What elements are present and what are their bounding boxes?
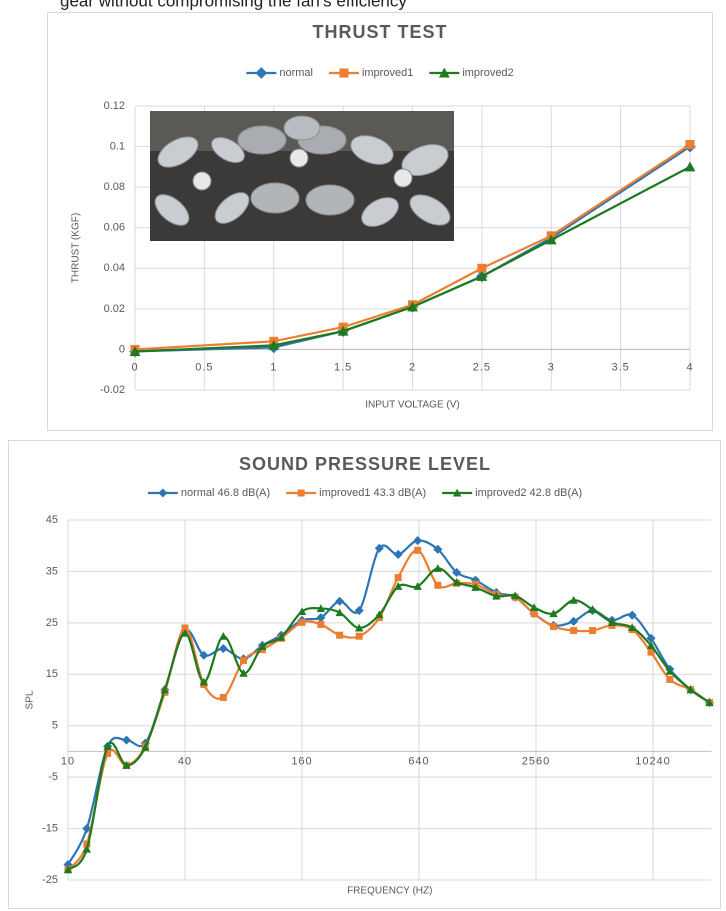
- marker: [220, 694, 227, 701]
- legend-marker: [298, 490, 305, 497]
- x-tick-label: 0.5: [195, 361, 213, 373]
- x-tick-label: 3.5: [611, 361, 629, 373]
- marker: [686, 140, 695, 149]
- marker: [395, 574, 402, 581]
- y-tick-label: -15: [42, 822, 58, 834]
- y-tick-label: 0.1: [110, 140, 125, 152]
- legend-label: improved2: [462, 67, 513, 79]
- marker: [336, 632, 343, 639]
- x-tick-label: 160: [291, 755, 312, 767]
- marker: [570, 627, 577, 634]
- x-tick-label: 3: [548, 361, 555, 373]
- y-tick-label: 5: [52, 720, 58, 732]
- marker: [666, 676, 673, 683]
- chart-title: THRUST TEST: [313, 22, 448, 42]
- legend-item: improved1: [329, 67, 413, 79]
- y-tick-label: 0.08: [104, 181, 125, 193]
- photo: [150, 111, 455, 241]
- legend-label: improved1: [362, 67, 413, 79]
- x-tick-label: 1: [270, 361, 277, 373]
- marker: [299, 619, 306, 626]
- caption: gear without compromising the fan's effi…: [60, 0, 407, 10]
- legend: normal improved1 improved2: [246, 67, 513, 79]
- legend: normal 46.8 dB(A) improved1 43.3 dB(A) imp…: [148, 487, 582, 499]
- y-tick-label: 0: [119, 343, 125, 355]
- marker: [434, 582, 441, 589]
- fan-hub: [394, 169, 412, 187]
- marker: [356, 633, 363, 640]
- x-tick-label: 640: [408, 755, 429, 767]
- fan-hub: [290, 149, 308, 167]
- y-tick-label: -5: [48, 771, 58, 783]
- page: {"caption": "gear without compromising t…: [0, 0, 726, 911]
- screenshot: gear without compromising the fan's effi…: [0, 0, 726, 911]
- x-tick-label: 2: [409, 361, 416, 373]
- marker: [414, 547, 421, 554]
- y-tick-label: 45: [46, 514, 58, 526]
- x-axis-title: INPUT VOLTAGE (V): [365, 400, 459, 411]
- y-tick-label: 15: [46, 668, 58, 680]
- legend-marker: [339, 69, 348, 78]
- y-tick-label: -0.02: [100, 384, 125, 396]
- marker: [589, 627, 596, 634]
- x-tick-label: 0: [131, 361, 138, 373]
- y-axis-title: THRUST (KGF): [71, 213, 82, 283]
- x-axis-title: FREQUENCY (HZ): [347, 886, 432, 897]
- y-tick-label: 0.04: [104, 262, 125, 274]
- marker: [530, 610, 537, 617]
- legend-label: normal: [279, 67, 313, 79]
- chart-title: SOUND PRESSURE LEVEL: [239, 454, 491, 474]
- y-tick-label: 0.06: [104, 222, 125, 234]
- y-tick-label: -25: [42, 874, 58, 886]
- fan-hub: [193, 172, 211, 190]
- y-tick-label: 0.12: [104, 100, 125, 112]
- marker: [550, 623, 557, 630]
- y-tick-label: 25: [46, 617, 58, 629]
- marker: [317, 621, 324, 628]
- x-tick-label: 10: [61, 755, 75, 767]
- x-tick-label: 1.5: [334, 361, 352, 373]
- legend-label: improved1 43.3 dB(A): [319, 487, 426, 499]
- marker: [240, 657, 247, 664]
- y-tick-label: 0.02: [104, 303, 125, 315]
- x-tick-label: 4: [686, 361, 693, 373]
- x-tick-label: 2560: [522, 755, 550, 767]
- y-axis-title: SPL: [25, 690, 36, 709]
- x-tick-label: 10240: [635, 755, 671, 767]
- y-tick-label: 35: [46, 565, 58, 577]
- x-tick-label: 2.5: [473, 361, 491, 373]
- legend-label: improved2 42.8 dB(A): [475, 487, 582, 499]
- legend-label: normal 46.8 dB(A): [181, 487, 270, 499]
- x-tick-label: 40: [178, 755, 192, 767]
